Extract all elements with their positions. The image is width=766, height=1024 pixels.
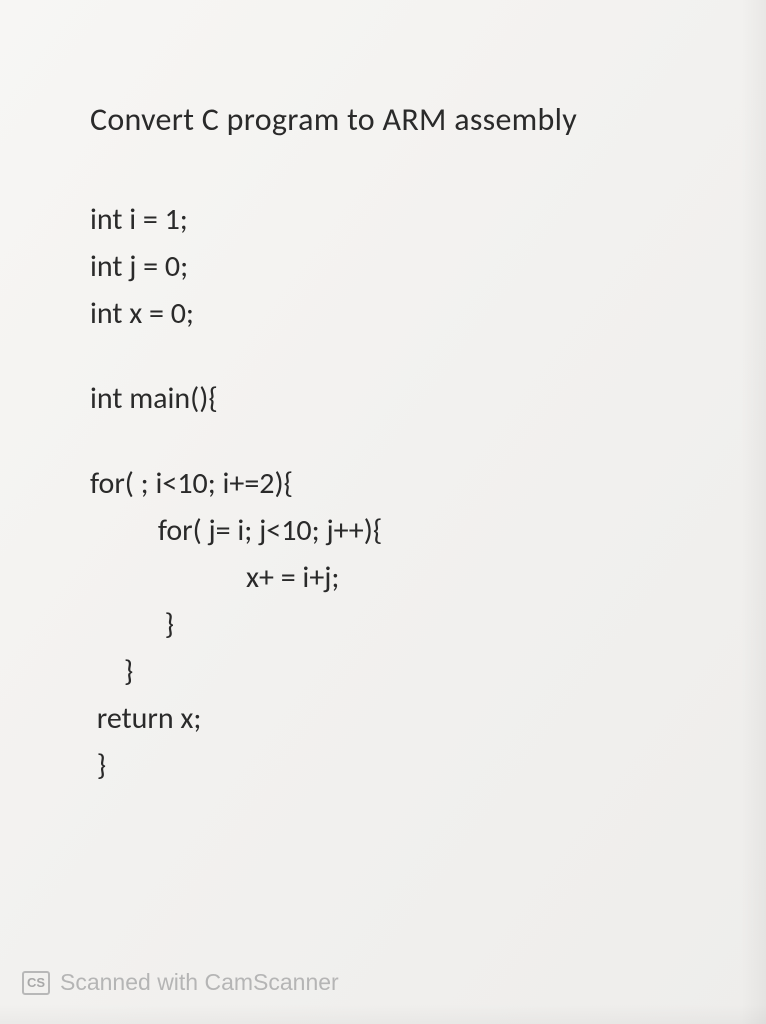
- camscanner-badge-icon: CS: [22, 971, 50, 995]
- code-line: int j = 0;: [90, 244, 726, 289]
- code-line: int main(){: [90, 376, 726, 421]
- code-line: return x;: [90, 696, 726, 741]
- code-line: for( j= i; j<10; j++){: [90, 508, 726, 553]
- code-block: int i = 1; int j = 0; int x = 0; int mai…: [90, 197, 726, 788]
- watermark-text: Scanned with CamScanner: [60, 969, 339, 996]
- spacer: [90, 338, 726, 376]
- code-line: }: [90, 649, 726, 694]
- code-line: int i = 1;: [90, 197, 726, 242]
- document-page: Convert C program to ARM assembly int i …: [0, 0, 766, 1024]
- page-title: Convert C program to ARM assembly: [90, 100, 726, 139]
- code-line: x+ = i+j;: [90, 555, 726, 600]
- code-line: int x = 0;: [90, 291, 726, 336]
- page-shadow: [741, 0, 766, 1024]
- code-line: }: [90, 743, 726, 788]
- scanner-watermark: CS Scanned with CamScanner: [22, 969, 339, 996]
- code-line: }: [90, 602, 726, 647]
- spacer: [90, 423, 726, 461]
- page-shadow: [0, 1004, 766, 1024]
- code-line: for( ; i<10; i+=2){: [90, 461, 726, 506]
